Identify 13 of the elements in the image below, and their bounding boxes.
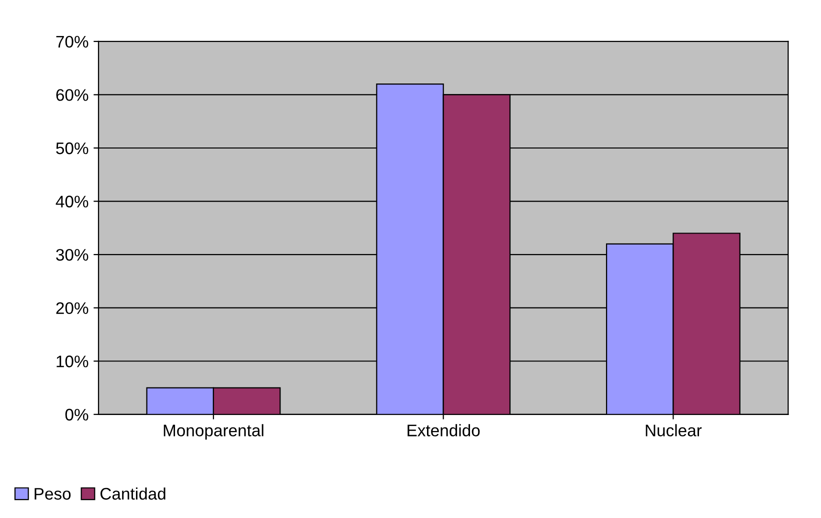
x-tick-label: Nuclear	[646, 424, 702, 436]
y-tick-label: 40%	[56, 196, 88, 208]
x-tick-label: Extendido	[408, 424, 480, 436]
x-tick-label: Monoparental	[164, 424, 264, 440]
y-tick-label: 50%	[56, 142, 88, 154]
y-tick-label: 60%	[56, 89, 88, 101]
y-tick-label: 30%	[56, 248, 88, 261]
y-tick-label: 10%	[56, 356, 88, 368]
y-tick-label: 0%	[65, 408, 88, 421]
y-tick-label: 20%	[56, 302, 88, 314]
legend-label: Peso	[34, 488, 71, 500]
legend-label: Cantidad	[100, 487, 166, 500]
y-tick-label: 70%	[56, 36, 88, 48]
